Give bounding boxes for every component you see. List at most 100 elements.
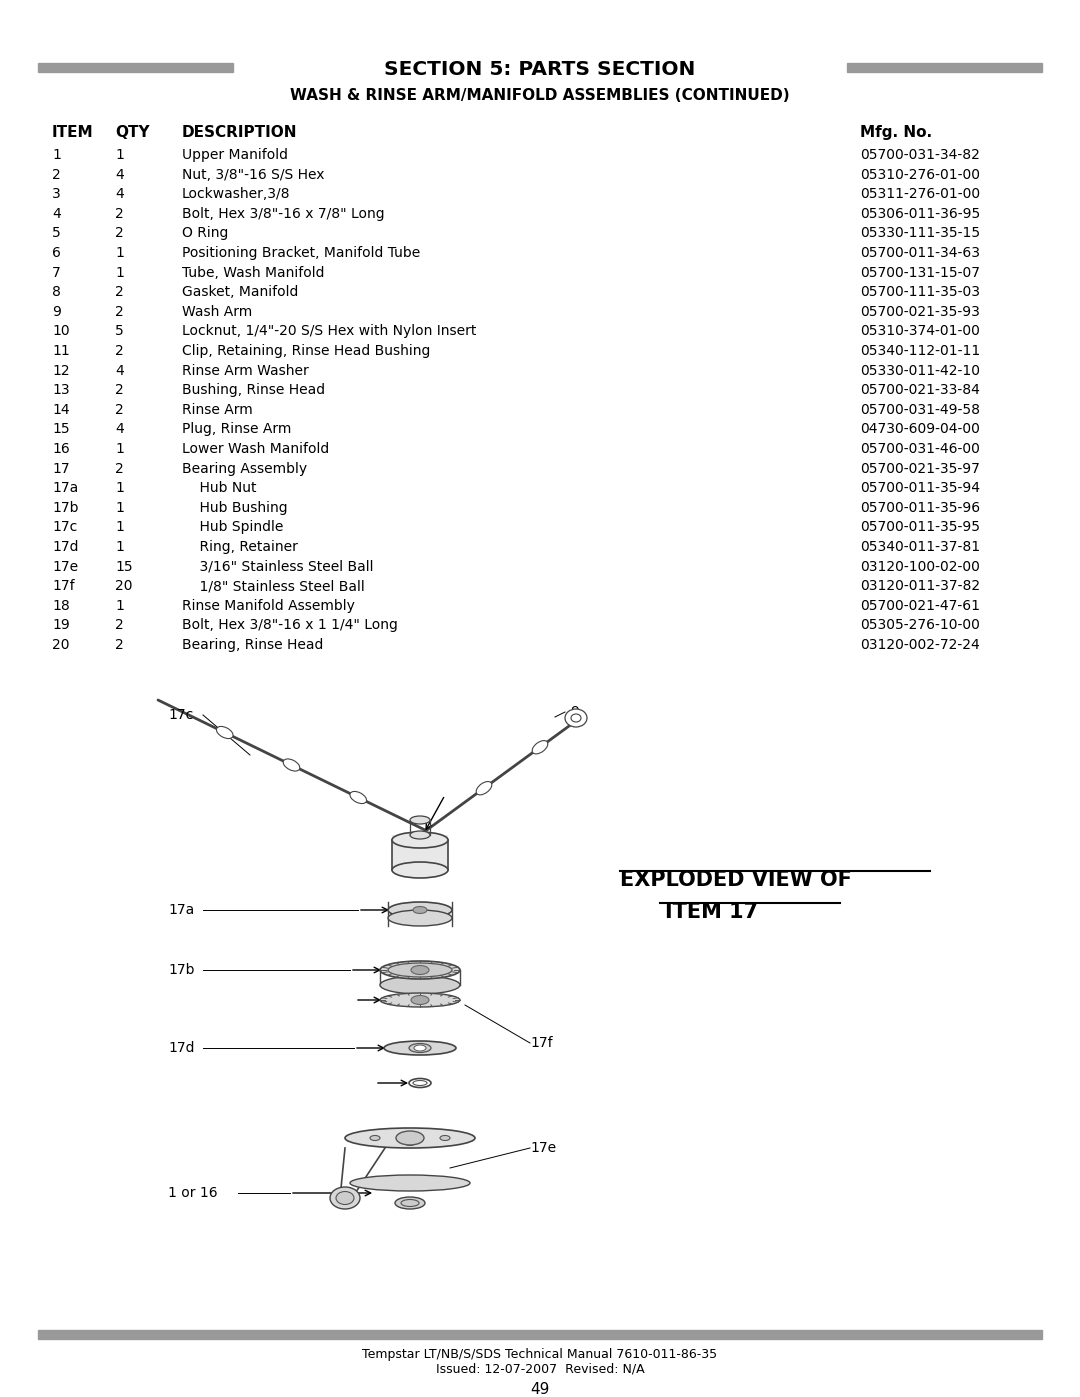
Text: Wash Arm: Wash Arm bbox=[183, 305, 253, 319]
Text: 05310-276-01-00: 05310-276-01-00 bbox=[860, 168, 980, 182]
Text: Tempstar LT/NB/S/SDS Technical Manual 7610-011-86-35: Tempstar LT/NB/S/SDS Technical Manual 76… bbox=[363, 1348, 717, 1361]
Text: SECTION 5: PARTS SECTION: SECTION 5: PARTS SECTION bbox=[384, 60, 696, 80]
Text: Hub Nut: Hub Nut bbox=[183, 481, 257, 495]
Text: 7: 7 bbox=[52, 265, 60, 279]
Text: 2: 2 bbox=[114, 226, 124, 240]
Text: 17a: 17a bbox=[52, 481, 78, 495]
Text: Hub Bushing: Hub Bushing bbox=[183, 500, 287, 515]
Text: Plug, Rinse Arm: Plug, Rinse Arm bbox=[183, 422, 292, 436]
Text: 1: 1 bbox=[52, 148, 60, 162]
Text: Positioning Bracket, Manifold Tube: Positioning Bracket, Manifold Tube bbox=[183, 246, 420, 260]
Text: 05700-031-49-58: 05700-031-49-58 bbox=[860, 402, 980, 416]
Ellipse shape bbox=[395, 1197, 426, 1208]
Text: 49: 49 bbox=[530, 1382, 550, 1397]
Text: 20: 20 bbox=[52, 638, 69, 652]
Ellipse shape bbox=[350, 1175, 470, 1192]
Bar bbox=[38, 1330, 1042, 1338]
Text: 16: 16 bbox=[52, 441, 70, 455]
Ellipse shape bbox=[388, 963, 453, 977]
Ellipse shape bbox=[330, 1187, 360, 1208]
Text: 05700-111-35-03: 05700-111-35-03 bbox=[860, 285, 980, 299]
Text: 4: 4 bbox=[114, 168, 124, 182]
Text: 03120-011-37-82: 03120-011-37-82 bbox=[860, 580, 981, 594]
Text: 6: 6 bbox=[52, 246, 60, 260]
Ellipse shape bbox=[413, 1080, 427, 1085]
Text: 05305-276-10-00: 05305-276-10-00 bbox=[860, 619, 980, 633]
Text: 2: 2 bbox=[114, 402, 124, 416]
Text: 05330-011-42-10: 05330-011-42-10 bbox=[860, 363, 980, 377]
Text: Hub Spindle: Hub Spindle bbox=[183, 521, 283, 535]
Ellipse shape bbox=[370, 1136, 380, 1140]
Text: Issued: 12-07-2007  Revised: N/A: Issued: 12-07-2007 Revised: N/A bbox=[435, 1363, 645, 1376]
Text: 17e: 17e bbox=[530, 1141, 556, 1155]
Text: 1: 1 bbox=[114, 246, 124, 260]
Text: 05700-031-46-00: 05700-031-46-00 bbox=[860, 441, 980, 455]
Bar bbox=[38, 63, 233, 73]
Text: 5: 5 bbox=[114, 324, 124, 338]
Ellipse shape bbox=[388, 909, 453, 926]
Text: 2: 2 bbox=[114, 285, 124, 299]
Text: DESCRIPTION: DESCRIPTION bbox=[183, 124, 297, 140]
Text: 1 or 16: 1 or 16 bbox=[168, 1186, 218, 1200]
Ellipse shape bbox=[440, 1136, 450, 1140]
Text: 17a: 17a bbox=[168, 902, 194, 916]
Text: 2: 2 bbox=[114, 383, 124, 397]
Text: 4: 4 bbox=[114, 187, 124, 201]
Text: 3: 3 bbox=[52, 187, 60, 201]
Text: 05700-031-34-82: 05700-031-34-82 bbox=[860, 148, 980, 162]
Text: 2: 2 bbox=[114, 305, 124, 319]
Ellipse shape bbox=[532, 740, 548, 754]
Text: 05700-021-33-84: 05700-021-33-84 bbox=[860, 383, 980, 397]
Text: 05306-011-36-95: 05306-011-36-95 bbox=[860, 207, 981, 221]
Text: 17d: 17d bbox=[168, 1041, 194, 1055]
Ellipse shape bbox=[410, 831, 430, 840]
Text: Bearing, Rinse Head: Bearing, Rinse Head bbox=[183, 638, 323, 652]
Text: 4: 4 bbox=[52, 207, 60, 221]
Text: Rinse Manifold Assembly: Rinse Manifold Assembly bbox=[183, 599, 355, 613]
Text: Ring, Retainer: Ring, Retainer bbox=[183, 541, 298, 555]
Text: 1: 1 bbox=[114, 148, 124, 162]
Text: WASH & RINSE ARM/MANIFOLD ASSEMBLIES (CONTINUED): WASH & RINSE ARM/MANIFOLD ASSEMBLIES (CO… bbox=[291, 88, 789, 103]
Text: 17f: 17f bbox=[530, 1037, 553, 1051]
Ellipse shape bbox=[283, 759, 300, 771]
Ellipse shape bbox=[401, 1200, 419, 1207]
Ellipse shape bbox=[405, 1140, 415, 1146]
Text: 1: 1 bbox=[114, 500, 124, 515]
Text: Tube, Wash Manifold: Tube, Wash Manifold bbox=[183, 265, 324, 279]
Ellipse shape bbox=[388, 902, 453, 918]
Text: 2: 2 bbox=[52, 168, 60, 182]
Text: 2: 2 bbox=[114, 638, 124, 652]
Text: 17b: 17b bbox=[52, 500, 79, 515]
Ellipse shape bbox=[411, 965, 429, 975]
Text: 05700-011-35-95: 05700-011-35-95 bbox=[860, 521, 980, 535]
Text: 1: 1 bbox=[114, 521, 124, 535]
Text: 1: 1 bbox=[114, 265, 124, 279]
Text: 1: 1 bbox=[114, 481, 124, 495]
Ellipse shape bbox=[380, 993, 460, 1007]
Text: 1: 1 bbox=[114, 441, 124, 455]
Text: 17b: 17b bbox=[168, 963, 194, 977]
Ellipse shape bbox=[216, 726, 233, 739]
Ellipse shape bbox=[345, 1127, 475, 1148]
Text: O Ring: O Ring bbox=[183, 226, 228, 240]
Text: 05700-011-35-94: 05700-011-35-94 bbox=[860, 481, 980, 495]
Ellipse shape bbox=[411, 996, 429, 1004]
Text: 2: 2 bbox=[114, 461, 124, 475]
Text: 17c: 17c bbox=[52, 521, 78, 535]
Text: 03120-002-72-24: 03120-002-72-24 bbox=[860, 638, 980, 652]
Text: 05311-276-01-00: 05311-276-01-00 bbox=[860, 187, 981, 201]
Text: Rinse Arm Washer: Rinse Arm Washer bbox=[183, 363, 309, 377]
Text: 8: 8 bbox=[52, 285, 60, 299]
Text: EXPLODED VIEW OF: EXPLODED VIEW OF bbox=[620, 870, 852, 890]
Text: 15: 15 bbox=[114, 560, 133, 574]
Ellipse shape bbox=[380, 961, 460, 979]
Text: 20: 20 bbox=[114, 580, 133, 594]
Text: ITEM 17: ITEM 17 bbox=[665, 902, 758, 922]
Text: ITEM: ITEM bbox=[52, 124, 94, 140]
Text: 05700-011-34-63: 05700-011-34-63 bbox=[860, 246, 980, 260]
Text: 17d: 17d bbox=[52, 541, 79, 555]
Text: 2: 2 bbox=[114, 344, 124, 358]
Text: 05700-021-35-93: 05700-021-35-93 bbox=[860, 305, 980, 319]
Ellipse shape bbox=[565, 710, 588, 726]
Ellipse shape bbox=[336, 1192, 354, 1204]
